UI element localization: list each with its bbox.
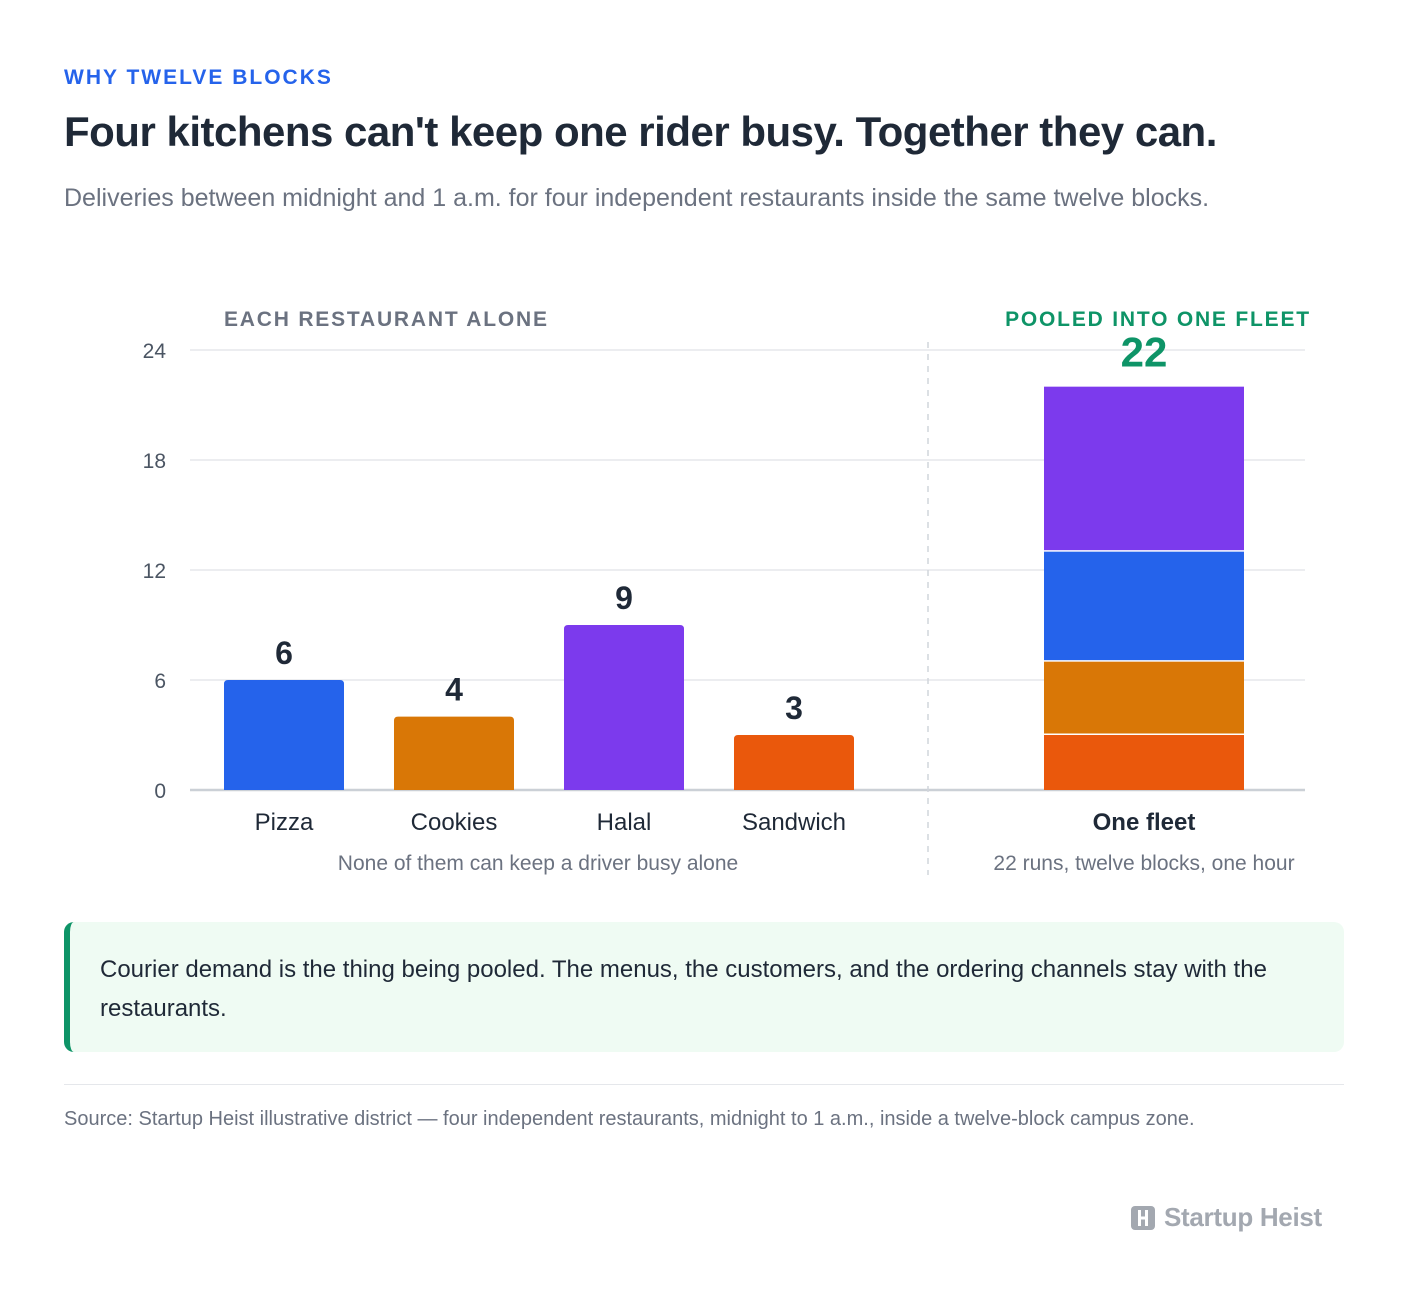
source-note: Source: Startup Heist illustrative distr… [64, 1108, 1195, 1130]
brand-name: Startup Heist [1164, 1202, 1322, 1232]
y-tick-label: 24 [143, 340, 167, 363]
panel-note-pooled: 22 runs, twelve blocks, one hour [993, 852, 1294, 875]
callout-text: Courier demand is the thing being pooled… [100, 956, 1267, 1022]
divider [64, 1084, 1344, 1085]
x-tick-label: Pizza [255, 809, 314, 836]
eyebrow: WHY TWELVE BLOCKS [64, 66, 333, 89]
bar-halal [564, 625, 684, 790]
bar-cookies [394, 716, 514, 790]
data-label: 9 [615, 580, 633, 616]
x-tick-label: Sandwich [742, 809, 846, 836]
bar-chart: 0 6 12 18 24 EACH RESTAURANT ALONE POOLED INTO… [143, 308, 1311, 875]
y-tick-label: 6 [154, 670, 166, 693]
data-label: 4 [445, 672, 463, 708]
x-tick-label: One fleet [1093, 809, 1196, 836]
h-logo-icon [1131, 1205, 1155, 1230]
chart-title: Four kitchens can't keep one rider busy.… [64, 108, 1217, 155]
panel-label-individual: EACH RESTAURANT ALONE [224, 308, 549, 331]
stack-segment-cookies [1044, 661, 1244, 734]
x-tick-label: Halal [597, 809, 652, 836]
y-tick-label: 12 [143, 560, 166, 583]
brand-logo: Startup Heist [1130, 1202, 1322, 1233]
stack-segment-halal [1044, 386, 1244, 551]
panel-label-pooled: POOLED INTO ONE FLEET [1005, 308, 1311, 331]
bar-pizza [224, 680, 344, 790]
callout: Courier demand is the thing being pooled… [64, 922, 1344, 1052]
stack-segment-sandwich [1044, 735, 1244, 790]
x-tick-label: Cookies [411, 809, 498, 836]
y-tick-label: 0 [154, 780, 166, 803]
chart-subtitle: Deliveries between midnight and 1 a.m. f… [64, 184, 1210, 212]
bar-sandwich [734, 735, 854, 790]
data-label: 3 [785, 690, 803, 726]
panel-note-individual: None of them can keep a driver busy alon… [338, 852, 738, 875]
stack-segment-pizza [1044, 551, 1244, 661]
data-label-total: 22 [1121, 329, 1168, 376]
y-tick-label: 18 [143, 450, 166, 473]
data-label: 6 [275, 635, 293, 671]
